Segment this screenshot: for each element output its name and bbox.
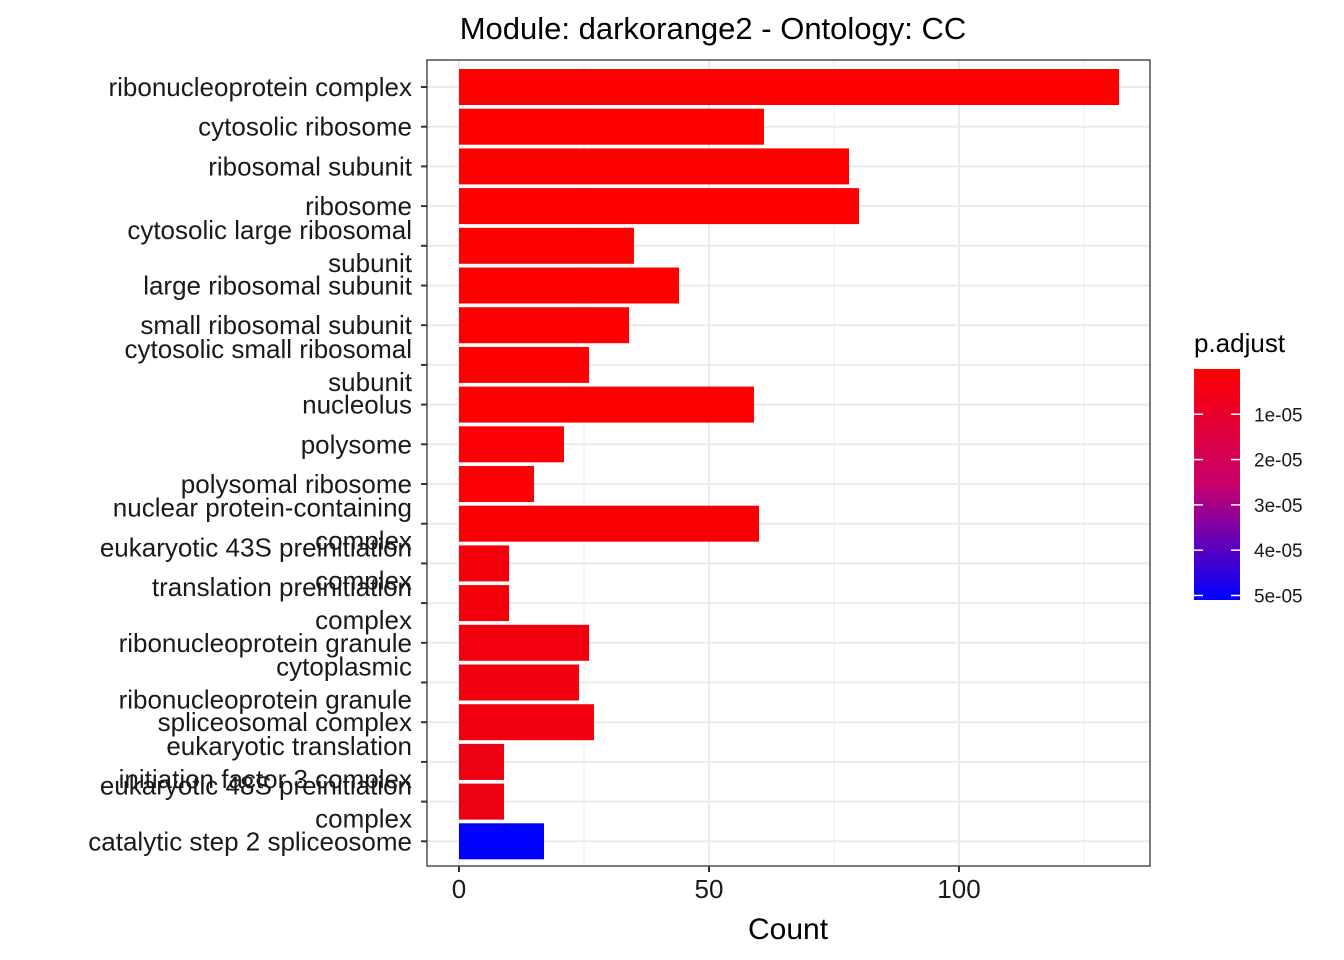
category-label: eukaryotic translation initiation factor … (119, 731, 412, 794)
x-axis-title: Count (748, 913, 829, 946)
bar (459, 743, 504, 780)
legend-tick-label: 2e-05 (1254, 451, 1303, 472)
category-label-line: translation preinitiation (152, 572, 412, 602)
panel-border (426, 59, 1151, 867)
category-label: cytoplasmic ribonucleoprotein granule (119, 652, 412, 715)
legend-tick-label: 3e-05 (1254, 496, 1303, 517)
category-label: polysome (301, 429, 412, 459)
category-label: cytosolic large ribosomal subunit (127, 215, 412, 278)
category-label-line: complex (315, 526, 412, 556)
bar (459, 386, 754, 423)
bar (459, 664, 579, 701)
legend: p.adjust 1e-05 2e-05 3e-05 4e-05 5e-05 (1194, 328, 1303, 607)
bars-group (426, 59, 1151, 867)
bar (459, 227, 634, 264)
category-label: ribosomal subunit (208, 151, 413, 181)
x-tick-label: 0 (452, 874, 466, 904)
category-label-line: eukaryotic translation (166, 731, 412, 761)
category-label-line: eukaryotic 48S preinitiation (100, 771, 412, 801)
category-label: spliceosomal complex (158, 707, 412, 737)
bar (459, 69, 1119, 105)
bar (459, 426, 564, 463)
bar (459, 624, 589, 661)
bar (459, 783, 504, 820)
category-label-line: cytosolic large ribosomal (127, 215, 412, 245)
category-label: small ribosomal subunit (140, 310, 412, 340)
category-label-line: cytoplasmic (276, 652, 412, 682)
category-label-line: eukaryotic 43S preinitiation (100, 532, 412, 562)
bar (459, 108, 764, 145)
category-label: ribonucleoprotein granule (119, 628, 412, 658)
category-label-line: initiation factor 3 complex (119, 764, 412, 794)
category-label: catalytic step 2 spliceosome (88, 826, 412, 856)
bar (459, 267, 679, 304)
bar (459, 704, 594, 741)
category-label-line: ribonucleoprotein granule (119, 685, 412, 715)
legend-colorbar (1194, 369, 1240, 600)
category-label: ribosome (305, 191, 412, 221)
bar (459, 585, 509, 622)
category-label: translation preinitiation complex (152, 572, 412, 635)
category-labels: ribonucleoprotein complex cytosolic ribos… (88, 72, 427, 856)
category-label-line: subunit (328, 367, 413, 397)
category-label: eukaryotic 43S preinitiation complex (100, 532, 412, 595)
category-label: nuclear protein-containing complex (113, 493, 412, 556)
bar (459, 346, 589, 383)
chart-title: Module: darkorange2 - Ontology: CC (460, 11, 967, 46)
bar (459, 505, 759, 542)
category-label-line: cytosolic small ribosomal (124, 334, 412, 364)
legend-tick-label: 1e-05 (1254, 405, 1303, 426)
category-label: ribonucleoprotein complex (108, 72, 412, 102)
category-label: polysomal ribosome (181, 469, 412, 499)
bar (459, 823, 544, 860)
category-label-line: subunit (328, 248, 413, 278)
legend-tick-label: 4e-05 (1254, 541, 1303, 562)
x-tick-label: 100 (937, 874, 980, 904)
category-label-line: nuclear protein-containing (113, 493, 412, 523)
category-label: eukaryotic 48S preinitiation complex (100, 771, 412, 834)
category-label-line: complex (315, 804, 412, 834)
bar (459, 148, 849, 185)
bar (459, 466, 534, 502)
x-tick-label: 50 (695, 874, 724, 904)
x-axis: 0 50 100 (452, 866, 981, 904)
category-label-line: complex (315, 565, 412, 595)
legend-title: p.adjust (1194, 328, 1286, 358)
category-label: large ribosomal subunit (143, 271, 413, 301)
category-label-line: complex (315, 605, 412, 635)
legend-tick-label: 5e-05 (1254, 586, 1303, 607)
category-label: cytosolic ribosome (198, 112, 412, 142)
category-label: nucleolus (302, 390, 412, 420)
category-label: cytosolic small ribosomal subunit (124, 334, 412, 397)
bar (459, 545, 509, 582)
bar (459, 188, 859, 225)
bar (459, 307, 629, 344)
